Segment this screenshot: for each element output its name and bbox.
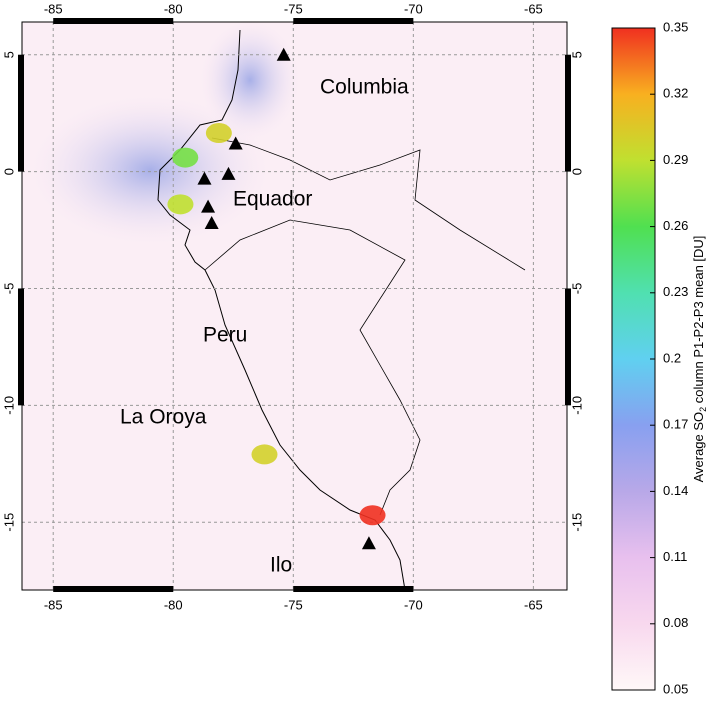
so2-hotspot	[205, 123, 232, 144]
y-tick-label: 0	[1, 168, 16, 175]
y-tick-label: -15	[569, 513, 584, 532]
colorbar-tick-label: 0.26	[663, 218, 688, 233]
volcano-marker	[201, 199, 216, 213]
frame-band	[53, 18, 174, 24]
frame-band	[18, 288, 24, 406]
place-label: La Oroya	[120, 406, 207, 429]
so2-hotspot	[359, 505, 386, 526]
volcano-marker	[204, 216, 219, 230]
so2-haze	[200, 20, 300, 140]
colorbar-tick-label: 0.14	[663, 483, 688, 498]
volcano-marker	[228, 136, 243, 150]
y-tick-label: 5	[569, 51, 584, 58]
x-tick-label: -85	[44, 1, 63, 16]
y-tick-label: -10	[1, 396, 16, 415]
y-tick-label: -15	[1, 513, 16, 532]
x-tick-label: -70	[404, 1, 423, 16]
x-tick-label: -80	[164, 597, 183, 612]
x-tick-label: -65	[524, 597, 543, 612]
volcano-marker	[276, 47, 291, 61]
frame-band	[565, 54, 571, 172]
colorbar-tick-label: 0.2	[663, 350, 681, 365]
colorbar-tick-label: 0.08	[663, 615, 688, 630]
so2-hotspot	[251, 444, 278, 465]
colorbar-tick-label: 0.35	[663, 19, 688, 34]
border	[204, 137, 526, 516]
x-tick-label: -75	[284, 1, 303, 16]
place-label: Ilo	[270, 554, 292, 577]
y-tick-label: -5	[1, 283, 16, 295]
x-tick-label: -85	[44, 597, 63, 612]
place-label: Peru	[203, 324, 247, 347]
volcano-marker	[221, 166, 236, 180]
frame-band	[18, 54, 24, 172]
colorbar-label: Average SO2 column P1-P2-P3 mean [DU]	[691, 236, 708, 483]
colorbar-tick-label: 0.29	[663, 152, 688, 167]
place-label: Columbia	[320, 76, 409, 99]
x-tick-label: -80	[164, 1, 183, 16]
y-tick-label: -5	[569, 283, 584, 295]
colorbar-tick-label: 0.32	[663, 86, 688, 101]
x-tick-label: -75	[284, 597, 303, 612]
x-tick-label: -65	[524, 1, 543, 16]
frame-band	[293, 586, 414, 592]
volcano-marker	[197, 171, 212, 185]
colorbar	[611, 27, 656, 691]
place-label: Equador	[233, 188, 312, 211]
frame-band	[565, 288, 571, 406]
colorbar-tick-label: 0.17	[663, 417, 688, 432]
y-tick-label: 0	[569, 168, 584, 175]
frame-band	[293, 18, 414, 24]
so2-hotspot	[167, 194, 194, 215]
y-tick-label: 5	[1, 51, 16, 58]
colorbar-tick-label: 0.23	[663, 284, 688, 299]
y-tick-label: -10	[569, 396, 584, 415]
frame-band	[53, 586, 174, 592]
colorbar-tick-label: 0.05	[663, 681, 688, 696]
x-tick-label: -70	[404, 597, 423, 612]
colorbar-tick-label: 0.11	[663, 549, 687, 564]
so2-hotspot	[172, 147, 199, 168]
volcano-marker	[361, 536, 376, 550]
